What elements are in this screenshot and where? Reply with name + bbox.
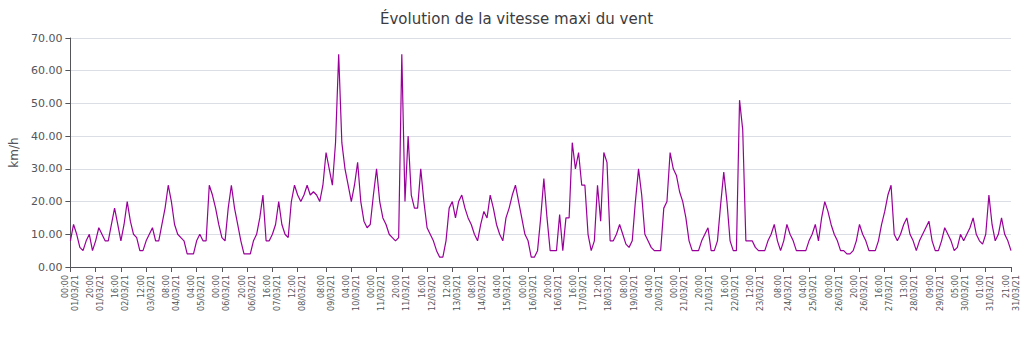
svg-text:08:00: 08:00 [162, 275, 171, 298]
svg-text:14/03/21: 14/03/21 [478, 275, 487, 311]
svg-text:06/03/21: 06/03/21 [222, 275, 231, 311]
svg-text:Évolution de la vitesse maxi d: Évolution de la vitesse maxi du vent [380, 9, 653, 28]
svg-text:13/03/21: 13/03/21 [453, 275, 462, 311]
svg-text:04/03/21: 04/03/21 [172, 275, 181, 311]
svg-text:00:00: 00:00 [825, 275, 834, 298]
svg-text:00:00: 00:00 [61, 275, 70, 298]
svg-text:07/03/21: 07/03/21 [273, 275, 282, 311]
svg-text:16:00: 16:00 [263, 275, 272, 298]
svg-text:16:00: 16:00 [418, 275, 427, 298]
svg-text:11/03/21: 11/03/21 [402, 275, 411, 311]
svg-text:12:00: 12:00 [137, 275, 146, 298]
svg-text:02/03/21: 02/03/21 [121, 275, 130, 311]
svg-text:01/03/21: 01/03/21 [71, 275, 80, 311]
svg-text:60.00: 60.00 [31, 64, 63, 77]
svg-text:28/03/21: 28/03/21 [910, 275, 919, 311]
svg-text:19/03/21: 19/03/21 [630, 275, 639, 311]
svg-text:08:00: 08:00 [317, 275, 326, 298]
svg-text:20/03/21: 20/03/21 [655, 275, 664, 311]
svg-text:00:00: 00:00 [519, 275, 528, 298]
svg-text:16:00: 16:00 [569, 275, 578, 298]
svg-text:20:00: 20:00 [695, 275, 704, 298]
svg-text:km/h: km/h [7, 137, 21, 167]
svg-text:50.00: 50.00 [31, 97, 63, 110]
svg-text:30.00: 30.00 [31, 162, 63, 175]
svg-text:23/03/21: 23/03/21 [756, 275, 765, 311]
svg-text:12:00: 12:00 [443, 275, 452, 298]
svg-text:12:00: 12:00 [746, 275, 755, 298]
svg-text:06/03/21: 06/03/21 [248, 275, 257, 311]
svg-text:25/03/21: 25/03/21 [809, 275, 818, 311]
svg-text:20:00: 20:00 [238, 275, 247, 298]
svg-text:29/03/21: 29/03/21 [936, 275, 945, 311]
svg-text:08:00: 08:00 [620, 275, 629, 298]
svg-text:31/03/21: 31/03/21 [1012, 275, 1021, 311]
svg-text:26/03/21: 26/03/21 [860, 275, 869, 311]
svg-text:08:00: 08:00 [468, 275, 477, 298]
svg-text:04:00: 04:00 [187, 275, 196, 298]
svg-text:20:00: 20:00 [86, 275, 95, 298]
svg-text:21/03/21: 21/03/21 [680, 275, 689, 311]
svg-text:08/03/21: 08/03/21 [298, 275, 307, 311]
svg-text:12/03/21: 12/03/21 [428, 275, 437, 311]
svg-text:04:00: 04:00 [493, 275, 502, 298]
svg-text:70.00: 70.00 [31, 32, 63, 45]
svg-text:20:00: 20:00 [392, 275, 401, 298]
svg-text:18/03/21: 18/03/21 [604, 275, 613, 311]
svg-text:05:00: 05:00 [951, 275, 960, 298]
svg-text:17/03/21: 17/03/21 [579, 275, 588, 311]
svg-text:12:00: 12:00 [288, 275, 297, 298]
svg-text:04:00: 04:00 [342, 275, 351, 298]
svg-text:12:00: 12:00 [594, 275, 603, 298]
svg-text:04:00: 04:00 [799, 275, 808, 298]
svg-text:03/03/21: 03/03/21 [147, 275, 156, 311]
svg-text:09:00: 09:00 [926, 275, 935, 298]
svg-text:04:00: 04:00 [645, 275, 654, 298]
svg-text:00:00: 00:00 [670, 275, 679, 298]
svg-text:00:00: 00:00 [367, 275, 376, 298]
svg-text:00:00: 00:00 [212, 275, 221, 298]
svg-text:31/03/21: 31/03/21 [986, 275, 995, 311]
svg-text:20.00: 20.00 [31, 195, 63, 208]
svg-text:01:00: 01:00 [976, 275, 985, 298]
svg-text:16:00: 16:00 [875, 275, 884, 298]
svg-text:09/03/21: 09/03/21 [327, 275, 336, 311]
svg-text:01/03/21: 01/03/21 [96, 275, 105, 311]
svg-text:27/03/21: 27/03/21 [885, 275, 894, 311]
svg-text:20:00: 20:00 [544, 275, 553, 298]
svg-text:16/03/21: 16/03/21 [554, 275, 563, 311]
svg-text:16:00: 16:00 [721, 275, 730, 298]
svg-text:24/03/21: 24/03/21 [784, 275, 793, 311]
svg-text:20:00: 20:00 [850, 275, 859, 298]
svg-text:0.00: 0.00 [38, 261, 63, 274]
svg-text:16/03/21: 16/03/21 [529, 275, 538, 311]
svg-text:10.00: 10.00 [31, 228, 63, 241]
svg-text:05/03/21: 05/03/21 [197, 275, 206, 311]
svg-text:22/03/21: 22/03/21 [731, 275, 740, 311]
svg-text:40.00: 40.00 [31, 130, 63, 143]
svg-text:30/03/21: 30/03/21 [961, 275, 970, 311]
svg-text:21/03/21: 21/03/21 [705, 275, 714, 311]
svg-text:21:00: 21:00 [1002, 275, 1011, 298]
svg-text:08:00: 08:00 [774, 275, 783, 298]
svg-text:10/03/21: 10/03/21 [352, 275, 361, 311]
svg-text:13:00: 13:00 [900, 275, 909, 298]
svg-text:16:00: 16:00 [111, 275, 120, 298]
svg-text:15/03/21: 15/03/21 [503, 275, 512, 311]
svg-text:11/03/21: 11/03/21 [377, 275, 386, 311]
svg-text:26/03/21: 26/03/21 [835, 275, 844, 311]
